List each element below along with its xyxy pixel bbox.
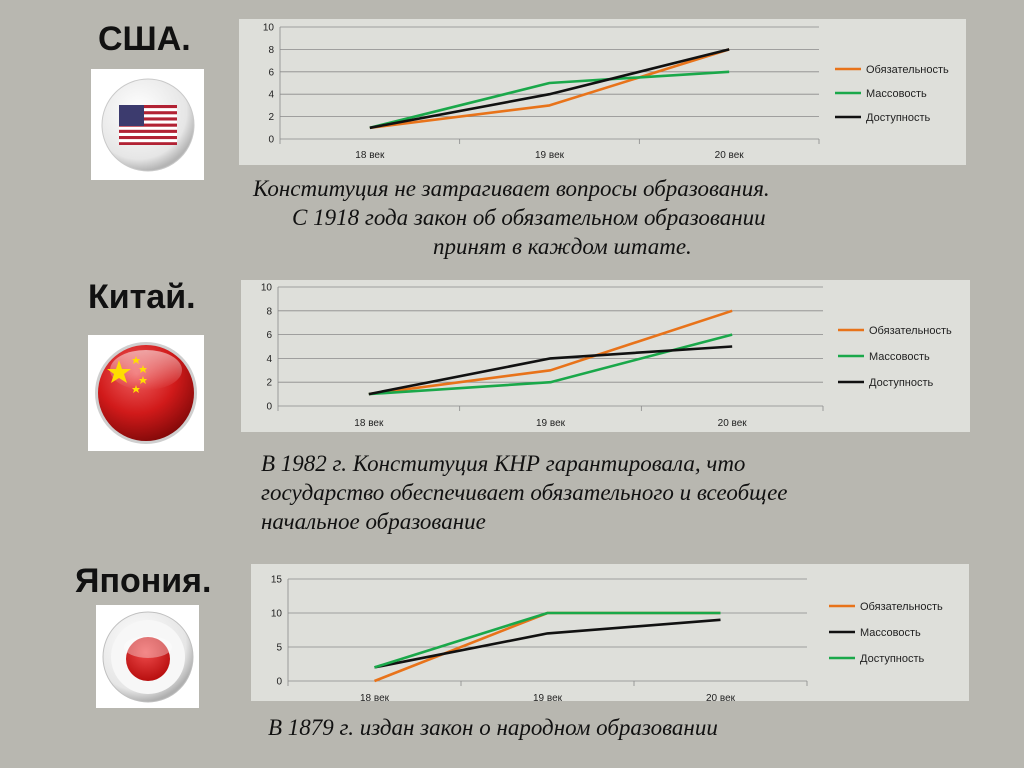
x-tick-label: 18 век	[354, 418, 384, 429]
legend-label: Массовость	[869, 351, 930, 363]
y-tick-label: 8	[266, 306, 272, 317]
japan-flag-box	[96, 605, 199, 708]
legend-label: Массовость	[860, 627, 921, 639]
legend-label: Обязательность	[869, 325, 952, 337]
legend-label: Доступность	[866, 112, 931, 124]
usa-caption-line-2: С 1918 года закон об обязательном образо…	[292, 205, 766, 230]
x-tick-label: 20 век	[718, 418, 748, 429]
y-tick-label: 0	[268, 135, 274, 146]
china-caption-line-2: государство обеспечивает обязательного и…	[261, 480, 788, 505]
usa-chart-svg: 0 2 4 6 8 10 18 век 19 век 20 век Обязательность М…	[263, 23, 949, 162]
country-title-china: Китай.	[88, 278, 196, 316]
series-line	[369, 48, 730, 130]
y-tick-label: 2	[268, 112, 274, 123]
usa-chart: 0 2 4 6 8 10 18 век 19 век 20 век Обязательность М…	[239, 19, 966, 165]
legend-label: Обязательность	[860, 601, 943, 613]
japan-caption-line-1: В 1879 г. издан закон о народном образов…	[268, 715, 718, 740]
china-chart: 0 2 4 6 8 10 18 век 19 век 20 век Обязательность М…	[241, 280, 970, 432]
series-line	[369, 70, 730, 130]
y-tick-label: 0	[276, 677, 282, 688]
x-tick-label: 18 век	[355, 150, 385, 161]
legend-label: Массовость	[866, 88, 927, 100]
y-tick-label: 8	[268, 45, 274, 56]
usa-caption-line-3: принят в каждом штате.	[433, 234, 692, 259]
y-tick-label: 10	[261, 283, 273, 294]
y-tick-label: 10	[263, 23, 275, 34]
x-tick-label: 20 век	[706, 693, 736, 701]
japan-caption: В 1879 г. издан закон о народном образов…	[268, 713, 988, 742]
china-flag-icon	[95, 342, 197, 444]
legend-label: Доступность	[869, 377, 934, 389]
x-tick-label: 19 век	[536, 418, 566, 429]
japan-chart-svg: 0 5 10 15 18 век 19 век 20 век Обязательность Ма…	[271, 575, 943, 702]
china-caption-line-3: начальное образование	[261, 509, 486, 534]
y-tick-label: 10	[271, 609, 283, 620]
y-tick-label: 15	[271, 575, 283, 586]
y-tick-label: 4	[268, 90, 274, 101]
x-tick-label: 18 век	[360, 693, 390, 701]
china-chart-svg: 0 2 4 6 8 10 18 век 19 век 20 век Обязательность М…	[261, 283, 952, 430]
legend-label: Доступность	[860, 653, 925, 665]
japan-chart: 0 5 10 15 18 век 19 век 20 век Обязательность Ма…	[251, 564, 969, 701]
legend-label: Обязательность	[866, 64, 949, 76]
china-caption: В 1982 г. Конституция КНР гарантировала,…	[261, 449, 981, 536]
y-tick-label: 6	[268, 67, 274, 78]
country-title-japan: Япония.	[75, 562, 212, 600]
usa-flag-box	[91, 69, 204, 180]
x-tick-label: 20 век	[715, 150, 745, 161]
series-line	[368, 333, 733, 396]
china-caption-line-1: В 1982 г. Конституция КНР гарантировала,…	[261, 451, 746, 476]
y-tick-label: 5	[276, 643, 282, 654]
series-line	[369, 48, 730, 130]
usa-flag-icon	[101, 78, 194, 171]
country-title-usa: США.	[98, 20, 191, 58]
japan-flag-icon	[102, 611, 193, 702]
x-tick-label: 19 век	[533, 693, 563, 701]
usa-caption: Конституция не затрагивает вопросы образ…	[253, 174, 973, 261]
x-tick-label: 19 век	[535, 150, 565, 161]
y-tick-label: 6	[266, 330, 272, 341]
y-tick-label: 0	[266, 402, 272, 413]
usa-caption-line-1: Конституция не затрагивает вопросы образ…	[253, 176, 770, 201]
china-flag-box	[88, 335, 204, 451]
y-tick-label: 4	[266, 354, 272, 365]
y-tick-label: 2	[266, 378, 272, 389]
